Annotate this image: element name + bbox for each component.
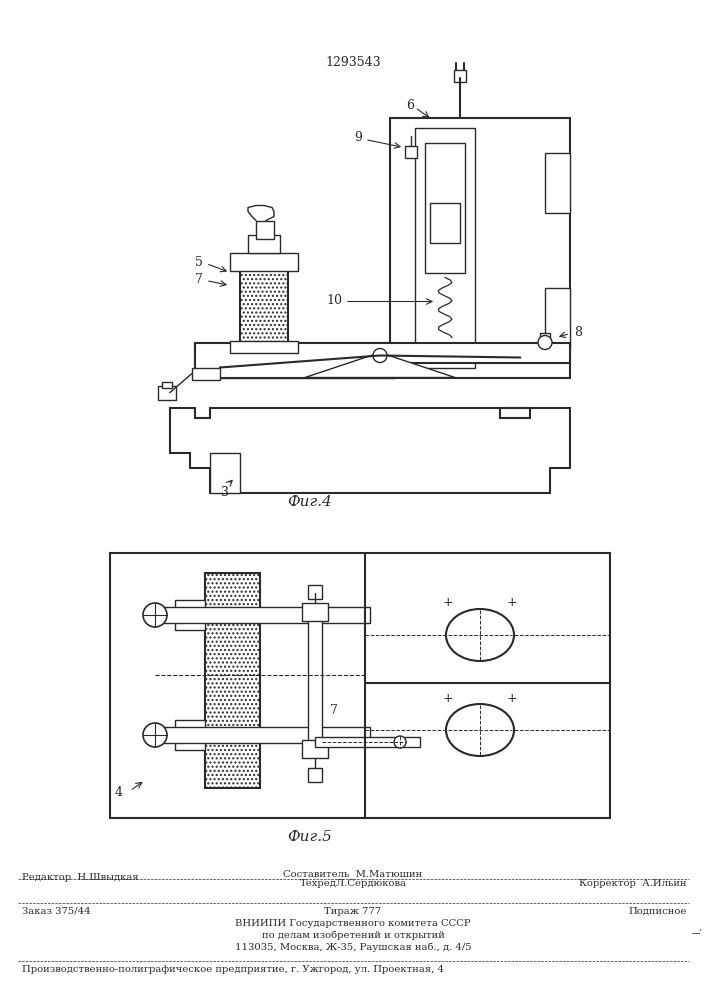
Bar (315, 737, 420, 747)
Bar (205, 573, 260, 788)
Text: 3: 3 (221, 486, 229, 498)
Text: Фиг.4: Фиг.4 (288, 495, 332, 509)
Text: Корректор  А.Ильин: Корректор А.Ильин (579, 879, 687, 888)
Ellipse shape (446, 609, 514, 661)
Bar (540, 332, 550, 338)
Circle shape (143, 603, 167, 627)
Text: 113035, Москва, Ж-35, Раушская наб., д. 4/5: 113035, Москва, Ж-35, Раушская наб., д. … (235, 943, 472, 952)
Text: Фиг.5: Фиг.5 (288, 830, 332, 844)
Text: ВНИИПИ Государственного комитета СССР: ВНИИПИ Государственного комитета СССР (235, 919, 471, 928)
Text: 10: 10 (326, 294, 342, 307)
Bar (230, 340, 298, 353)
Text: Редактор  Н.Швыдкая: Редактор Н.Швыдкая (22, 873, 139, 882)
Text: +: + (507, 596, 518, 609)
Bar (155, 607, 370, 623)
Bar (425, 143, 465, 273)
Bar (302, 740, 328, 758)
Polygon shape (170, 408, 570, 493)
Text: 8: 8 (574, 326, 582, 339)
Text: 5: 5 (195, 256, 203, 269)
Bar (540, 342, 550, 349)
Text: Составитель  М.Матюшин: Составитель М.Матюшин (284, 870, 423, 879)
Text: 1293543: 1293543 (325, 56, 381, 69)
Text: Подписное: Подписное (629, 907, 687, 916)
Bar (308, 613, 322, 743)
Text: 7: 7 (195, 273, 203, 286)
Circle shape (538, 336, 552, 350)
Text: ТехредЛ.Сердюкова: ТехредЛ.Сердюкова (300, 879, 407, 888)
Text: +: + (443, 596, 453, 609)
Bar (545, 288, 570, 348)
Text: Производственно-полиграфическое предприятие, г. Ужгород, ул. Проектная, 4: Производственно-полиграфическое предприя… (22, 965, 444, 974)
Bar (430, 203, 460, 243)
Bar (240, 268, 288, 343)
Text: Тираж 777: Тираж 777 (325, 907, 382, 916)
Bar (192, 367, 220, 379)
Bar (162, 381, 172, 387)
Circle shape (373, 349, 387, 362)
Bar (308, 585, 322, 599)
Bar (110, 553, 610, 818)
Text: —’: —’ (692, 928, 703, 938)
Ellipse shape (446, 704, 514, 756)
Text: 7: 7 (330, 704, 338, 716)
Text: 6: 6 (406, 99, 414, 112)
Circle shape (143, 723, 167, 747)
Polygon shape (305, 353, 455, 377)
Bar (248, 235, 280, 253)
Bar (256, 221, 274, 239)
Text: 9: 9 (354, 131, 362, 144)
Bar (195, 362, 395, 377)
Bar (195, 342, 395, 362)
Text: Заказ 375/44: Заказ 375/44 (22, 907, 90, 916)
Text: +: + (443, 692, 453, 704)
Bar (302, 603, 328, 621)
Bar (390, 118, 570, 377)
Text: +: + (507, 692, 518, 704)
Bar (545, 153, 570, 213)
Bar (175, 600, 205, 630)
Text: 4: 4 (115, 786, 123, 800)
Bar (155, 727, 370, 743)
Bar (158, 385, 176, 399)
Polygon shape (195, 342, 570, 377)
Bar (454, 70, 466, 82)
Bar (415, 128, 475, 368)
Bar (230, 253, 298, 271)
Text: по делам изобретений и открытий: по делам изобретений и открытий (262, 931, 445, 940)
Bar (405, 146, 417, 158)
Polygon shape (210, 452, 240, 493)
Bar (175, 720, 205, 750)
Circle shape (394, 736, 406, 748)
Bar (308, 768, 322, 782)
